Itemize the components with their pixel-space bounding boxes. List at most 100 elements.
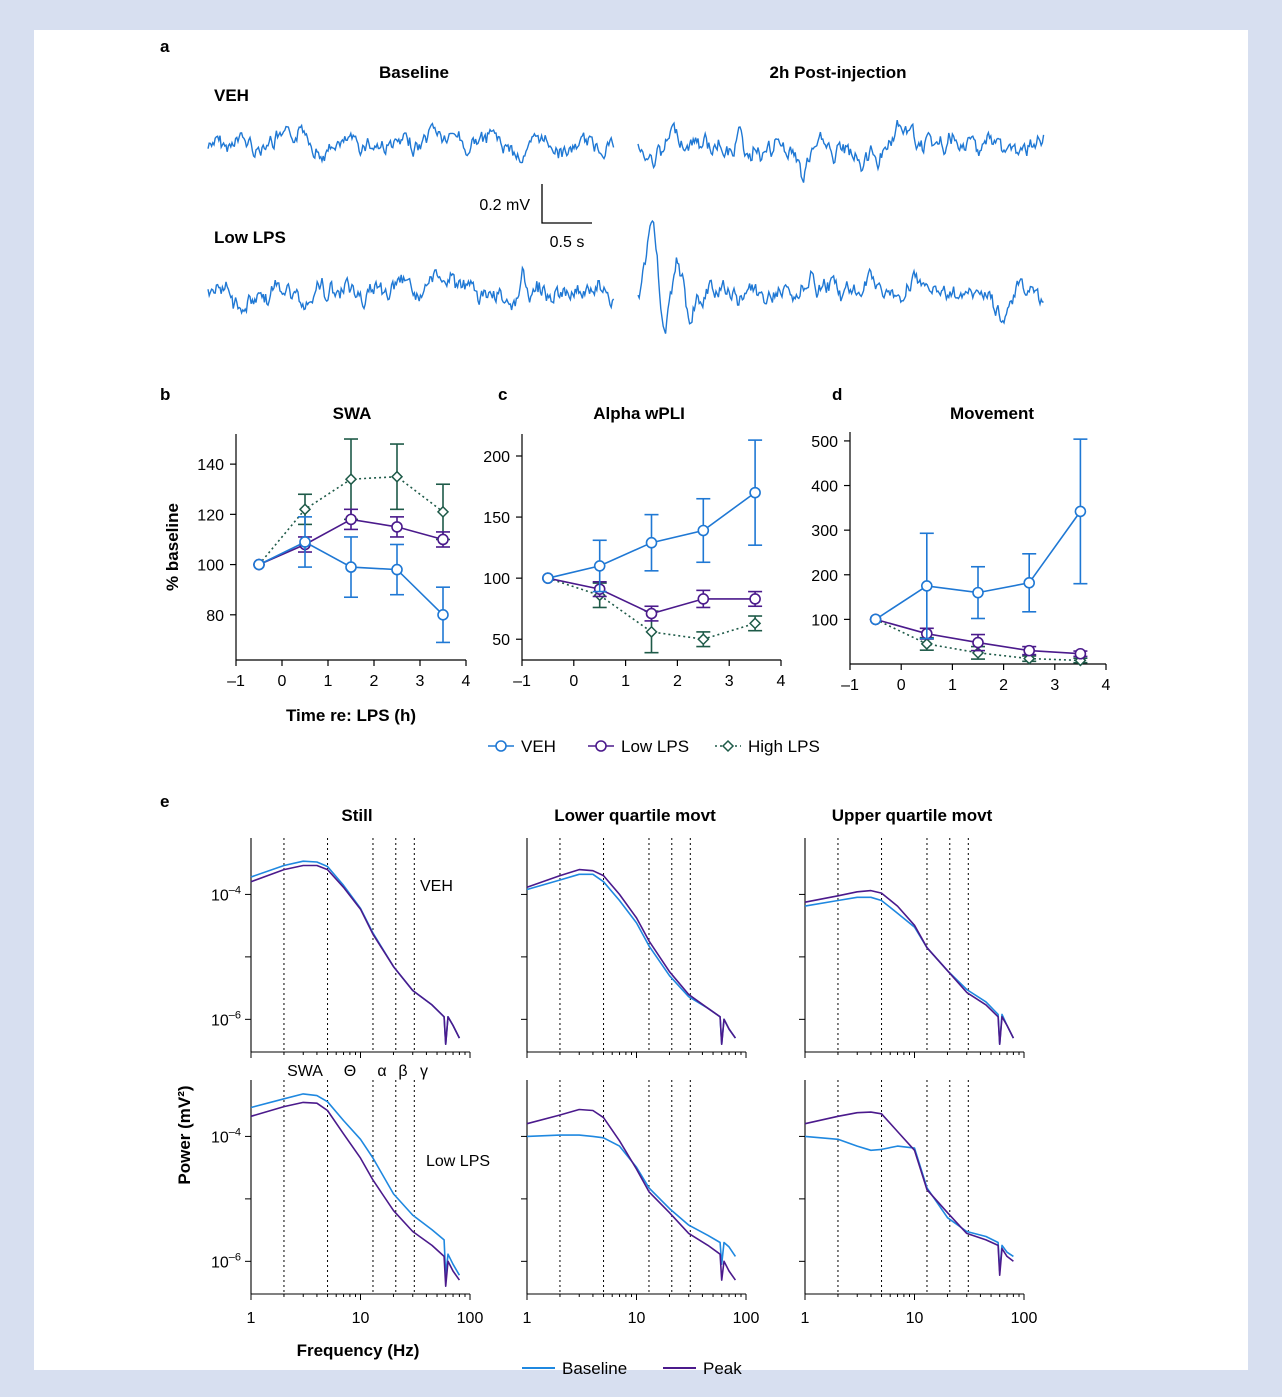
data-point bbox=[920, 637, 933, 650]
y-tick-label-b: 100 bbox=[197, 558, 224, 575]
spectrum-line-baseline bbox=[526, 873, 737, 1045]
spectra-grid: 10–4 10–6 10–4 10–6 1 10 100 1 10 100 1 10 100 bbox=[211, 838, 1037, 1327]
spectrum-1-2: 1 10 100 bbox=[799, 1080, 1037, 1327]
spectrum-line-peak bbox=[526, 1108, 737, 1281]
col-title-lower: Lower quartile movt bbox=[554, 806, 716, 825]
x-tick-label-d: 0 bbox=[897, 677, 906, 694]
x-tick-label-d: 3 bbox=[1050, 677, 1059, 694]
series-c-low-lps bbox=[542, 572, 763, 622]
spectrum-line-baseline bbox=[250, 1093, 461, 1276]
y-tick-label: 10–4 bbox=[211, 1126, 241, 1146]
y-tick-label-d: 500 bbox=[811, 434, 838, 451]
chart-title-d: Movement bbox=[950, 404, 1034, 423]
y-tick-label-d: 200 bbox=[811, 568, 838, 585]
data-point bbox=[1074, 505, 1087, 518]
series-c-veh bbox=[542, 439, 763, 593]
x-tick-label-d: 4 bbox=[1102, 677, 1111, 694]
data-point bbox=[869, 613, 882, 626]
data-point bbox=[1074, 647, 1087, 660]
x-tick-label: 1 bbox=[523, 1310, 532, 1327]
y-tick-label-d: 100 bbox=[811, 612, 838, 629]
spectrum-0-2 bbox=[799, 838, 1025, 1058]
legend-marker-lowlps bbox=[595, 740, 607, 752]
col-title-baseline: Baseline bbox=[379, 63, 449, 82]
series-b-low-lps bbox=[253, 508, 450, 571]
data-point bbox=[391, 563, 403, 576]
panel-label-b: b bbox=[160, 385, 170, 404]
x-tick-label-c: 3 bbox=[725, 673, 734, 690]
y-axis-label-b: % baseline bbox=[163, 503, 182, 591]
legend-item-highlps: High LPS bbox=[715, 737, 820, 756]
chart-b: b SWA –1 0 1 2 3 4 80 100 120 140 Time re: LPS (h) % … bbox=[160, 385, 471, 725]
x-tick-label-b: 3 bbox=[416, 673, 425, 690]
data-point bbox=[298, 503, 312, 516]
spectrum-0-1 bbox=[521, 838, 747, 1058]
data-point bbox=[1023, 644, 1035, 657]
eeg-trace-lowlps-post bbox=[637, 219, 1044, 334]
y-tick-label-b: 120 bbox=[197, 507, 224, 524]
x-tick-label: 1 bbox=[247, 1310, 256, 1327]
data-point bbox=[697, 524, 710, 537]
chart-c: c Alpha wPLI –1 0 1 2 3 4 50 100 150 200 bbox=[483, 385, 785, 690]
band-label-gamma: γ bbox=[420, 1063, 428, 1080]
row-label-veh: VEH bbox=[214, 86, 249, 105]
scale-bar bbox=[541, 184, 592, 224]
y-tick-label-d: 300 bbox=[811, 523, 838, 540]
col-title-post: 2h Post-injection bbox=[770, 63, 907, 82]
data-point bbox=[344, 473, 358, 486]
legend-item-peak: Peak bbox=[663, 1359, 742, 1378]
legend-marker-veh bbox=[495, 740, 507, 752]
x-tick-label: 100 bbox=[1011, 1310, 1038, 1327]
legend-label-peak: Peak bbox=[703, 1359, 742, 1378]
series-b-veh bbox=[253, 516, 450, 644]
data-point bbox=[436, 505, 450, 518]
x-tick-label-b: 4 bbox=[462, 673, 471, 690]
legend-item-veh: VEH bbox=[488, 737, 556, 756]
eeg-trace-lowlps-baseline bbox=[207, 265, 615, 315]
data-point bbox=[645, 536, 658, 549]
col-title-upper: Upper quartile movt bbox=[832, 806, 993, 825]
panel-label-d: d bbox=[832, 385, 842, 404]
data-point bbox=[645, 607, 658, 620]
x-tick-label-d: 1 bbox=[948, 677, 957, 694]
data-point bbox=[972, 636, 984, 649]
data-point bbox=[345, 561, 357, 573]
data-point bbox=[645, 625, 658, 638]
y-axis-label-e: Power (mV²) bbox=[175, 1085, 194, 1184]
eeg-trace-veh-post bbox=[637, 119, 1045, 183]
legend-label-lowlps: Low LPS bbox=[621, 737, 689, 756]
spectrum-line-peak bbox=[250, 864, 461, 1045]
panel-label-a: a bbox=[160, 37, 170, 56]
spectrum-line-baseline bbox=[804, 1135, 1014, 1272]
data-point bbox=[437, 608, 449, 621]
spectrum-1-0: 10–4 10–6 1 10 100 bbox=[211, 1080, 483, 1327]
panel-label-c: c bbox=[498, 385, 507, 404]
y-tick-label-c: 200 bbox=[483, 449, 510, 466]
x-tick-label: 1 bbox=[801, 1310, 810, 1327]
series-b-high-lps bbox=[252, 438, 450, 571]
y-tick-label: 10–4 bbox=[211, 884, 241, 904]
x-tick-label: 10 bbox=[906, 1310, 924, 1327]
x-tick-label-b: 0 bbox=[278, 673, 287, 690]
x-tick-label: 100 bbox=[733, 1310, 760, 1327]
chart-d: d Movement –1 0 1 2 3 4 100 200 300 400 500 bbox=[811, 385, 1110, 694]
x-tick-label-b: 2 bbox=[370, 673, 379, 690]
chart-title-c: Alpha wPLI bbox=[593, 404, 685, 423]
data-point bbox=[1023, 576, 1035, 589]
data-point bbox=[542, 572, 554, 584]
y-tick-label-b: 80 bbox=[206, 608, 224, 625]
spectrum-line-peak bbox=[250, 1101, 461, 1287]
y-tick-label-b: 140 bbox=[197, 457, 224, 474]
y-tick-label: 10–6 bbox=[211, 1251, 241, 1271]
data-point bbox=[697, 593, 710, 605]
x-axis-label-b: Time re: LPS (h) bbox=[286, 706, 416, 725]
band-label-theta: Θ bbox=[344, 1063, 356, 1080]
spectrum-0-0: 10–4 10–6 bbox=[211, 838, 471, 1058]
x-axis-label-e: Frequency (Hz) bbox=[297, 1341, 420, 1360]
data-point bbox=[972, 586, 984, 599]
x-tick-label-c: 4 bbox=[777, 673, 786, 690]
x-tick-label-b: 1 bbox=[324, 673, 333, 690]
data-point bbox=[697, 633, 710, 646]
band-labels: SWA Θ α β γ bbox=[287, 1063, 428, 1080]
